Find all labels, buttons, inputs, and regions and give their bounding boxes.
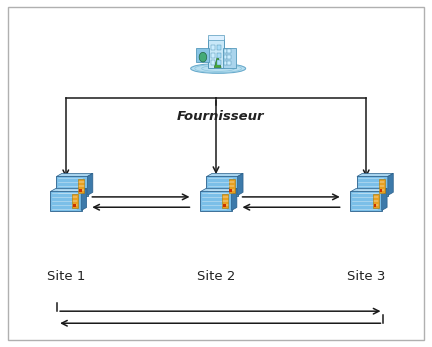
Polygon shape	[200, 188, 237, 192]
Polygon shape	[238, 174, 243, 195]
FancyBboxPatch shape	[222, 48, 236, 68]
FancyBboxPatch shape	[217, 60, 221, 66]
FancyBboxPatch shape	[206, 176, 238, 196]
Ellipse shape	[191, 64, 246, 73]
FancyBboxPatch shape	[50, 191, 82, 211]
FancyBboxPatch shape	[217, 53, 221, 58]
FancyBboxPatch shape	[356, 176, 388, 196]
FancyBboxPatch shape	[373, 194, 379, 208]
FancyBboxPatch shape	[380, 189, 382, 192]
Polygon shape	[351, 188, 387, 192]
FancyBboxPatch shape	[208, 35, 224, 40]
FancyBboxPatch shape	[79, 189, 82, 192]
FancyBboxPatch shape	[224, 61, 227, 66]
FancyBboxPatch shape	[73, 204, 76, 207]
Polygon shape	[207, 174, 243, 177]
FancyBboxPatch shape	[227, 61, 231, 66]
Text: Fournisseur: Fournisseur	[177, 110, 264, 123]
Ellipse shape	[199, 52, 207, 62]
FancyBboxPatch shape	[211, 45, 215, 50]
Polygon shape	[382, 188, 387, 211]
FancyBboxPatch shape	[224, 55, 227, 59]
FancyBboxPatch shape	[211, 53, 215, 58]
Text: Site 1: Site 1	[47, 270, 85, 283]
FancyBboxPatch shape	[379, 179, 385, 193]
Polygon shape	[57, 174, 93, 177]
Text: Site 2: Site 2	[197, 270, 235, 283]
Text: Site 3: Site 3	[347, 270, 385, 283]
FancyBboxPatch shape	[196, 48, 209, 62]
FancyBboxPatch shape	[227, 55, 231, 59]
FancyBboxPatch shape	[229, 189, 232, 192]
FancyBboxPatch shape	[350, 191, 382, 211]
FancyBboxPatch shape	[217, 45, 221, 50]
FancyBboxPatch shape	[227, 49, 231, 53]
FancyBboxPatch shape	[211, 60, 215, 66]
Polygon shape	[50, 188, 87, 192]
Polygon shape	[232, 188, 237, 211]
FancyBboxPatch shape	[72, 194, 78, 208]
FancyBboxPatch shape	[78, 179, 84, 193]
FancyBboxPatch shape	[56, 176, 88, 196]
FancyBboxPatch shape	[200, 191, 232, 211]
FancyBboxPatch shape	[229, 179, 235, 193]
Polygon shape	[214, 56, 221, 67]
FancyBboxPatch shape	[222, 194, 229, 208]
Polygon shape	[81, 188, 87, 211]
Polygon shape	[357, 174, 393, 177]
FancyBboxPatch shape	[224, 49, 227, 53]
FancyBboxPatch shape	[208, 39, 224, 68]
Polygon shape	[87, 174, 93, 195]
FancyBboxPatch shape	[223, 204, 226, 207]
FancyBboxPatch shape	[374, 204, 376, 207]
Polygon shape	[388, 174, 393, 195]
